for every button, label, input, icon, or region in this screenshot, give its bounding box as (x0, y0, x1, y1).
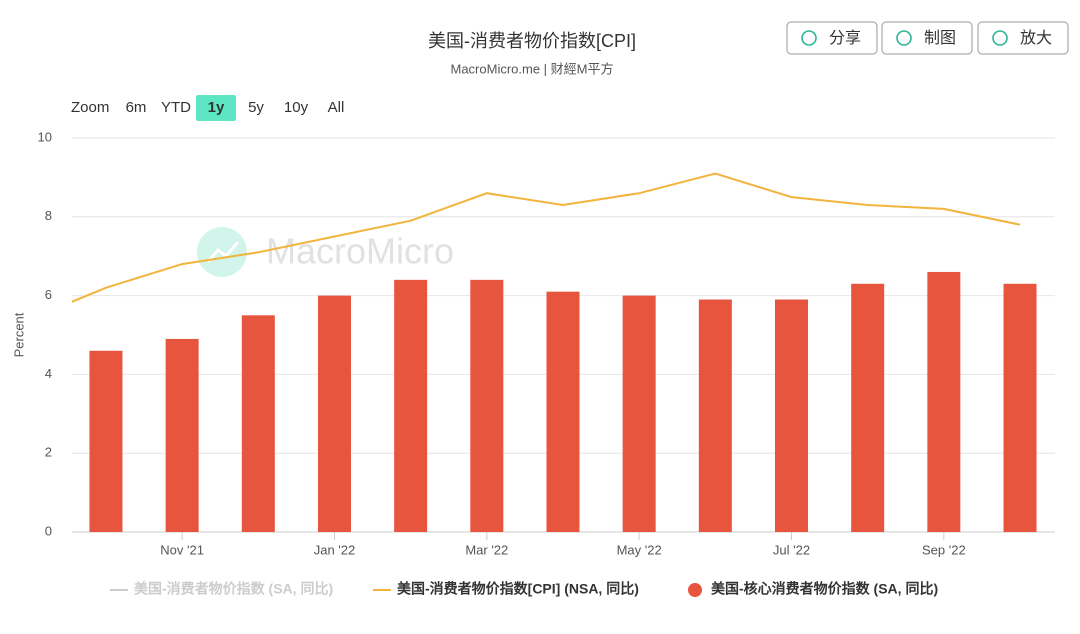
toolbar-button[interactable] (977, 21, 1069, 55)
x-tick-label: Jan '22 (314, 542, 356, 557)
zoom-option[interactable]: 6m (126, 99, 147, 116)
button-icon (801, 30, 817, 46)
x-tick-label: Nov '21 (160, 542, 204, 557)
toolbar-button[interactable] (786, 21, 878, 55)
y-tick-label: 10 (38, 129, 52, 144)
zoom-option[interactable]: 5y (248, 99, 264, 116)
button-icon (896, 30, 912, 46)
chart-title: 美国-消费者物价指数[CPI] (428, 31, 636, 51)
line (72, 172, 1021, 303)
legend-label[interactable]: 美国-消费者物价指数 (SA, 同比) (134, 581, 333, 597)
zoom-option[interactable]: YTD (161, 99, 191, 116)
button-icon (992, 30, 1008, 46)
bar (775, 299, 808, 532)
y-tick-label: 8 (45, 208, 52, 223)
legend-symbol (688, 583, 702, 597)
zoom-option[interactable]: 10y (284, 99, 309, 116)
bar (394, 279, 428, 532)
button-label[interactable]: 放大 (1020, 29, 1052, 47)
chart-subtitle: MacroMicro.me | 财經M平方 (451, 61, 614, 76)
y-tick-label: 2 (45, 445, 52, 460)
x-tick-label: May '22 (617, 542, 662, 557)
bar (698, 299, 732, 532)
watermark: MacroMicro (197, 227, 454, 277)
zoom-selected-bg (196, 95, 236, 121)
button-label[interactable]: 分享 (829, 29, 861, 47)
x-tick-label: Sep '22 (922, 542, 966, 557)
bar (470, 279, 504, 532)
y-axis-label: Percent (11, 312, 26, 357)
y-tick-label: 6 (45, 287, 52, 302)
button-label[interactable]: 制图 (924, 29, 956, 47)
bar (927, 271, 961, 532)
toolbar-button[interactable] (881, 21, 973, 55)
watermark-text: MacroMicro (266, 231, 454, 272)
legend-label[interactable]: 美国-消费者物价指数[CPI] (NSA, 同比) (397, 581, 639, 597)
bar (546, 291, 580, 532)
bar (851, 283, 885, 532)
x-tick-label: Mar '22 (465, 542, 508, 557)
x-tick-label: Jul '22 (773, 542, 810, 557)
bar (165, 338, 199, 532)
bar (622, 295, 656, 532)
bar (317, 295, 351, 532)
zoom-option[interactable]: 1y (208, 99, 225, 116)
y-tick-label: 0 (45, 523, 52, 538)
legend-label[interactable]: 美国-核心消费者物价指数 (SA, 同比) (711, 581, 938, 597)
zoom-label: Zoom (71, 99, 109, 116)
bar (1003, 283, 1037, 532)
bar (241, 315, 275, 532)
bar (89, 350, 123, 532)
zoom-option[interactable]: All (328, 99, 345, 116)
y-tick-label: 4 (45, 366, 52, 381)
